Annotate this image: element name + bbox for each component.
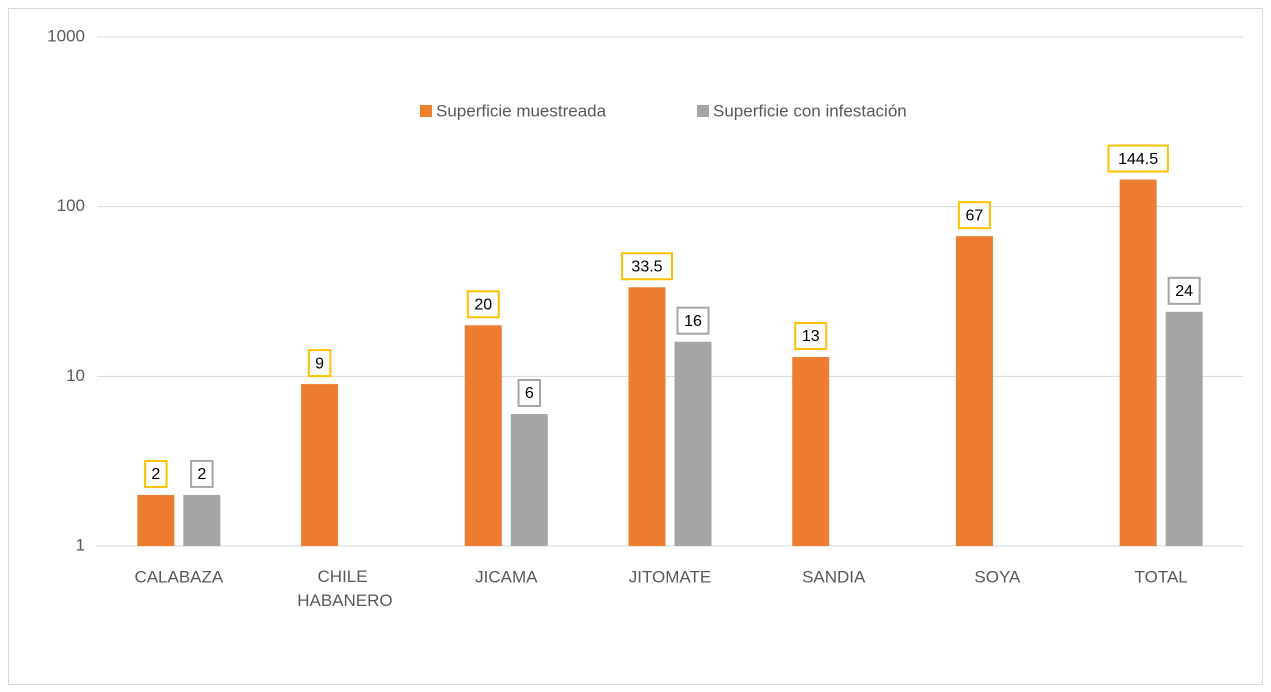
bar — [674, 341, 712, 546]
bar — [955, 236, 993, 547]
y-tick-label: 100 — [57, 196, 85, 215]
bar — [792, 357, 830, 546]
x-tick-label: TOTAL — [1135, 567, 1188, 586]
x-tick-label: JITOMATE — [629, 567, 712, 586]
legend-label: Superficie con infestación — [713, 101, 907, 120]
data-label: 9 — [315, 355, 324, 372]
y-tick-label: 1 — [76, 535, 85, 554]
bar — [183, 494, 221, 546]
data-label-box — [144, 459, 168, 488]
data-label-box — [517, 378, 542, 407]
data-label-box — [1107, 144, 1169, 173]
x-tick-label: CHILE HABANERO — [293, 567, 393, 610]
data-label: 144.5 — [1118, 151, 1158, 168]
legend-swatch — [420, 105, 432, 117]
data-label: 33.5 — [631, 258, 662, 275]
data-label-box — [957, 201, 991, 230]
bar — [137, 494, 175, 546]
x-tick-label: JICAMA — [475, 567, 538, 586]
data-label-box — [676, 306, 710, 335]
legend-label: Superficie muestreada — [436, 101, 607, 120]
y-tick-label: 10 — [66, 366, 85, 385]
bar — [1165, 311, 1203, 546]
data-label: 6 — [525, 385, 534, 402]
x-tick-label: SANDIA — [802, 567, 866, 586]
data-label-box — [190, 459, 214, 488]
data-label: 2 — [197, 466, 206, 483]
y-tick-label: 1000 — [47, 26, 85, 45]
data-label: 20 — [474, 296, 492, 313]
data-label-box — [307, 349, 332, 378]
bar — [628, 287, 666, 546]
data-label: 67 — [966, 207, 984, 224]
bar — [510, 413, 548, 546]
x-tick-label: CALABAZA — [134, 567, 223, 586]
data-label-box — [794, 322, 828, 351]
data-label-box — [1167, 276, 1201, 305]
bar — [1119, 179, 1157, 546]
data-label-box — [466, 290, 500, 319]
bar — [301, 384, 339, 546]
data-label-box — [621, 252, 673, 281]
data-label: 24 — [1175, 283, 1193, 300]
data-label: 16 — [684, 313, 702, 330]
legend-swatch — [697, 105, 709, 117]
x-tick-label: SOYA — [974, 567, 1021, 586]
data-label: 2 — [151, 466, 160, 483]
bar — [464, 325, 502, 546]
data-label: 13 — [802, 328, 820, 345]
